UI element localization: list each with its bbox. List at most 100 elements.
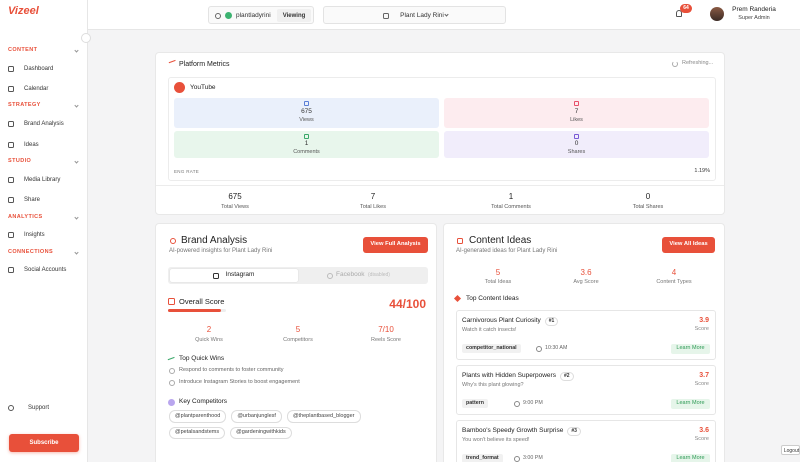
logout-button[interactable]: Logout bbox=[781, 445, 800, 455]
score-fill bbox=[168, 309, 221, 312]
nav-label: Support bbox=[28, 405, 50, 411]
nav-label: Brand Analysis bbox=[24, 121, 64, 127]
metric-tile: 0 Shares bbox=[444, 131, 709, 158]
metric-icon bbox=[574, 101, 579, 106]
competitor-tags: @plantparenthood @urbanjunglesf @theplantb… bbox=[169, 410, 409, 439]
status-label: Viewing bbox=[282, 13, 306, 19]
idea-score: 3.9 bbox=[699, 317, 709, 324]
metric-label: Likes bbox=[570, 117, 583, 124]
stat-label: Avg Score bbox=[573, 279, 599, 286]
view-ideas-button[interactable]: View All Ideas bbox=[662, 237, 715, 253]
nav-item[interactable]: Insights bbox=[4, 228, 84, 242]
idea-hook: Why's this plant glowing? bbox=[462, 382, 524, 389]
platform-metrics-card: Platform Metrics Refreshing... YouTube 675 V… bbox=[155, 52, 725, 215]
idea-time: 3:00 PM bbox=[523, 454, 543, 461]
section-title: Key Competitors bbox=[179, 397, 228, 405]
icon bbox=[514, 400, 520, 407]
section-title: Top Content Ideas bbox=[466, 294, 519, 302]
metric-value: 7 bbox=[574, 107, 579, 115]
icon bbox=[8, 142, 14, 148]
card-subtitle: AI-powered insights for Plant Lady Rini bbox=[169, 248, 273, 254]
button-label: Learn More bbox=[676, 400, 705, 407]
icon bbox=[8, 66, 14, 72]
trend-icon bbox=[168, 59, 177, 66]
subscribe-button[interactable]: Subscribe bbox=[9, 434, 79, 452]
chevron bbox=[74, 103, 79, 108]
view-analysis-button[interactable]: View Full Analysis bbox=[363, 237, 428, 253]
platform-panel: YouTube 675 Views 7 Likes 1 Comments 0 Shares ENG… bbox=[168, 77, 716, 181]
metric-tile: 675 Views bbox=[174, 98, 439, 128]
stat-value: 4 bbox=[671, 268, 677, 277]
user-menu[interactable]: Prem Randeria Super Admin bbox=[708, 4, 798, 26]
section-title: STRATEGY bbox=[8, 102, 41, 109]
metric-value: 675 bbox=[301, 107, 312, 115]
nav-item[interactable]: Share bbox=[4, 193, 84, 207]
content-ideas-card: Content Ideas AI-generated ideas for Plan… bbox=[443, 223, 725, 462]
collapse-button[interactable] bbox=[81, 33, 91, 43]
icon bbox=[514, 455, 520, 462]
stat-label: Total Ideas bbox=[484, 279, 512, 286]
nav-item[interactable]: Dashboard bbox=[4, 62, 84, 76]
tabs: Instagram Facebook (disabled) bbox=[168, 267, 428, 284]
stat-value: 5 bbox=[295, 325, 301, 334]
score-icon bbox=[168, 298, 175, 305]
metric-icon bbox=[574, 134, 579, 139]
section-title: CONTENT bbox=[8, 47, 38, 54]
idea-hook: Watch it catch insects! bbox=[462, 327, 517, 334]
stat-label: Reels Score bbox=[371, 337, 401, 344]
avatar bbox=[710, 7, 724, 21]
total-label: Total Likes bbox=[360, 204, 386, 211]
idea-card: Carnivorous Plant Curiosity #1 Watch it ca… bbox=[456, 310, 716, 360]
metric-label: Shares bbox=[567, 149, 586, 156]
idea-heading: Plants with Hidden Superpowers #2 bbox=[462, 372, 574, 381]
icon bbox=[327, 272, 333, 279]
metric-label: Views bbox=[299, 117, 314, 124]
nav-item[interactable]: Media Library bbox=[4, 173, 84, 187]
sparkle-icon bbox=[453, 294, 462, 303]
learn-more-button[interactable]: Learn More bbox=[671, 399, 710, 409]
card-title: Platform Metrics bbox=[179, 60, 230, 68]
nav-label: Social Accounts bbox=[24, 267, 67, 273]
nav-item[interactable]: Support bbox=[4, 401, 84, 415]
icon bbox=[215, 13, 221, 19]
engagement-label: ENG RATE bbox=[174, 168, 200, 174]
stat-value: 7/10 bbox=[378, 325, 394, 334]
card-subtitle: AI-generated ideas for Plant Lady Rini bbox=[456, 248, 558, 254]
account-name: plantladyrini bbox=[236, 11, 271, 19]
profile-select[interactable]: Plant Lady Rini bbox=[323, 6, 506, 24]
learn-more-button[interactable]: Learn More bbox=[671, 454, 710, 462]
nav-item[interactable]: Ideas bbox=[4, 138, 84, 152]
metric-value: 0 bbox=[574, 139, 579, 147]
tab-instagram[interactable]: Instagram bbox=[170, 269, 298, 282]
idea-card: Bamboo's Speedy Growth Surprise #3 You won… bbox=[456, 420, 716, 462]
topbar: plantladyrini Viewing Plant Lady Rini 64 Pre… bbox=[88, 0, 800, 30]
icon bbox=[213, 272, 219, 279]
tab-label: Instagram bbox=[225, 271, 255, 279]
icon bbox=[383, 13, 389, 19]
learn-more-button[interactable]: Learn More bbox=[671, 344, 710, 354]
nav-item[interactable]: Social Accounts bbox=[4, 263, 84, 277]
nav-item[interactable]: Brand Analysis bbox=[4, 117, 84, 131]
status-badge bbox=[277, 9, 311, 22]
total-value: 0 bbox=[645, 192, 651, 201]
icon bbox=[8, 121, 14, 127]
total-value: 675 bbox=[228, 192, 242, 201]
idea-tag: trend_format bbox=[462, 454, 503, 462]
idea-tag: pattern bbox=[462, 399, 488, 409]
total-value: 7 bbox=[370, 192, 376, 201]
icon bbox=[8, 267, 14, 273]
notifications[interactable]: 64 bbox=[674, 4, 692, 19]
nav-item[interactable]: Calendar bbox=[4, 82, 84, 96]
account-pill[interactable]: plantladyrini Viewing bbox=[208, 6, 314, 24]
idea-rank: #2 bbox=[559, 372, 574, 381]
stat-value: 2 bbox=[206, 325, 212, 334]
icon bbox=[8, 405, 14, 411]
idea-rank: #3 bbox=[567, 427, 581, 436]
chevron bbox=[74, 250, 79, 255]
icon bbox=[457, 238, 463, 244]
total-label: Total Comments bbox=[491, 204, 531, 211]
metric-tile: 1 Comments bbox=[174, 131, 439, 158]
icon bbox=[8, 177, 14, 183]
